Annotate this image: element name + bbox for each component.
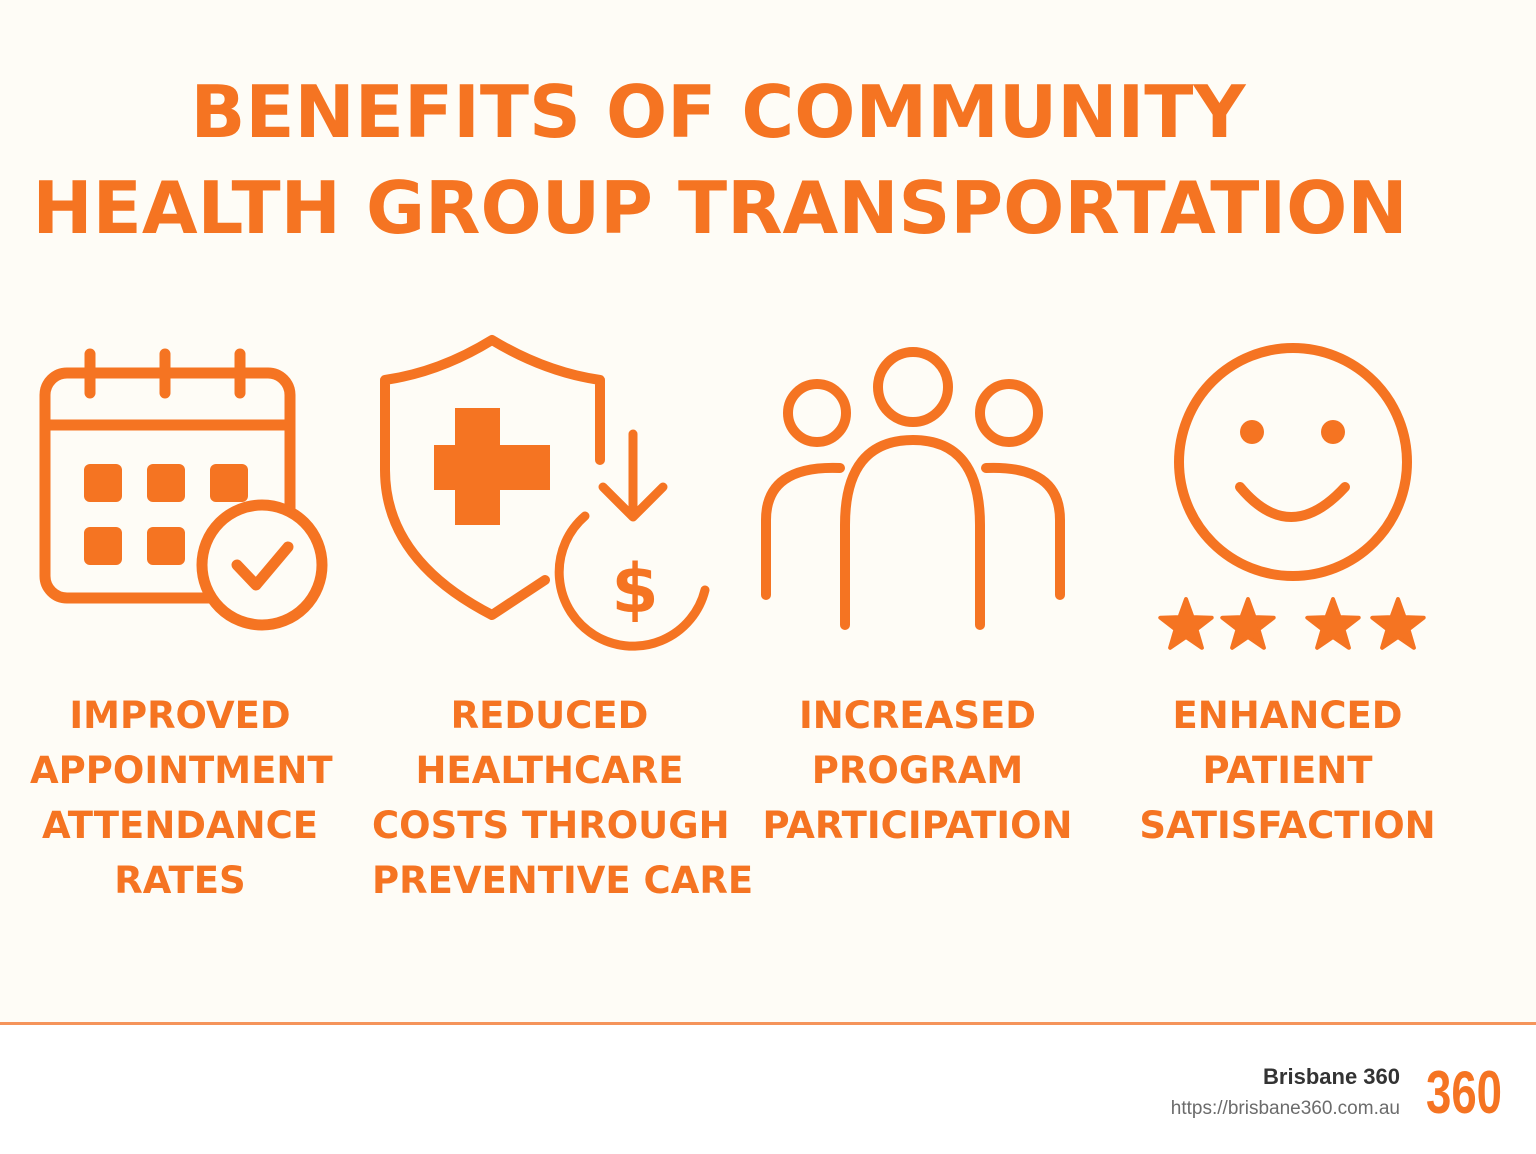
brand-logo-text: 360 bbox=[1426, 1060, 1502, 1120]
benefit-label-line: RATES bbox=[114, 859, 246, 902]
star-icon bbox=[1158, 597, 1214, 650]
footer bbox=[0, 1025, 1536, 1154]
calendar-check-icon bbox=[39, 348, 328, 631]
star-icon bbox=[1370, 597, 1426, 650]
benefit-label-line: APPOINTMENT bbox=[30, 749, 333, 792]
smiley-stars-icon bbox=[1158, 343, 1426, 650]
benefit-label-line: HEALTHCARE bbox=[415, 749, 684, 792]
benefit-label-line: IMPROVED bbox=[69, 694, 291, 737]
brand-logo: 360 bbox=[1426, 1060, 1502, 1120]
benefit-label-line: SATISFACTION bbox=[1139, 804, 1436, 847]
people-group-icon bbox=[761, 347, 1065, 630]
benefit-label-line: ATTENDANCE bbox=[41, 804, 319, 847]
star-icon bbox=[1305, 597, 1361, 650]
svg-text:$: $ bbox=[611, 550, 658, 629]
star-icon bbox=[1220, 597, 1276, 650]
shield-cost-down-icon: $ bbox=[380, 335, 710, 651]
benefit-label-participation: INCREASED PROGRAM PARTICIPATION bbox=[760, 688, 1075, 853]
benefit-label-line: PATIENT bbox=[1202, 749, 1373, 792]
benefit-label-line: PREVENTIVE CARE bbox=[372, 859, 754, 902]
benefit-label-line: PROGRAM bbox=[811, 749, 1024, 792]
benefit-label-line: INCREASED bbox=[799, 694, 1036, 737]
benefit-label-line: COSTS THROUGH bbox=[372, 804, 730, 847]
page-title-line-1: BENEFITS OF COMMUNITY bbox=[190, 70, 1246, 154]
brand-url-link[interactable]: https://brisbane360.com.au bbox=[1170, 1098, 1400, 1119]
page-title-line-2: HEALTH GROUP TRANSPORTATION bbox=[32, 166, 1408, 250]
benefit-label-line: PARTICIPATION bbox=[762, 804, 1073, 847]
benefit-label-attendance: IMPROVED APPOINTMENT ATTENDANCE RATES bbox=[30, 688, 333, 908]
footer-divider bbox=[0, 1022, 1536, 1025]
benefit-label-line: ENHANCED bbox=[1172, 694, 1403, 737]
brand-name: Brisbane 360 bbox=[1263, 1064, 1400, 1089]
benefit-label-line: REDUCED bbox=[450, 694, 649, 737]
benefit-label-satisfaction: ENHANCED PATIENT SATISFACTION bbox=[1135, 688, 1440, 853]
benefit-label-costs: REDUCED HEALTHCARE COSTS THROUGH PREVENT… bbox=[372, 688, 754, 908]
